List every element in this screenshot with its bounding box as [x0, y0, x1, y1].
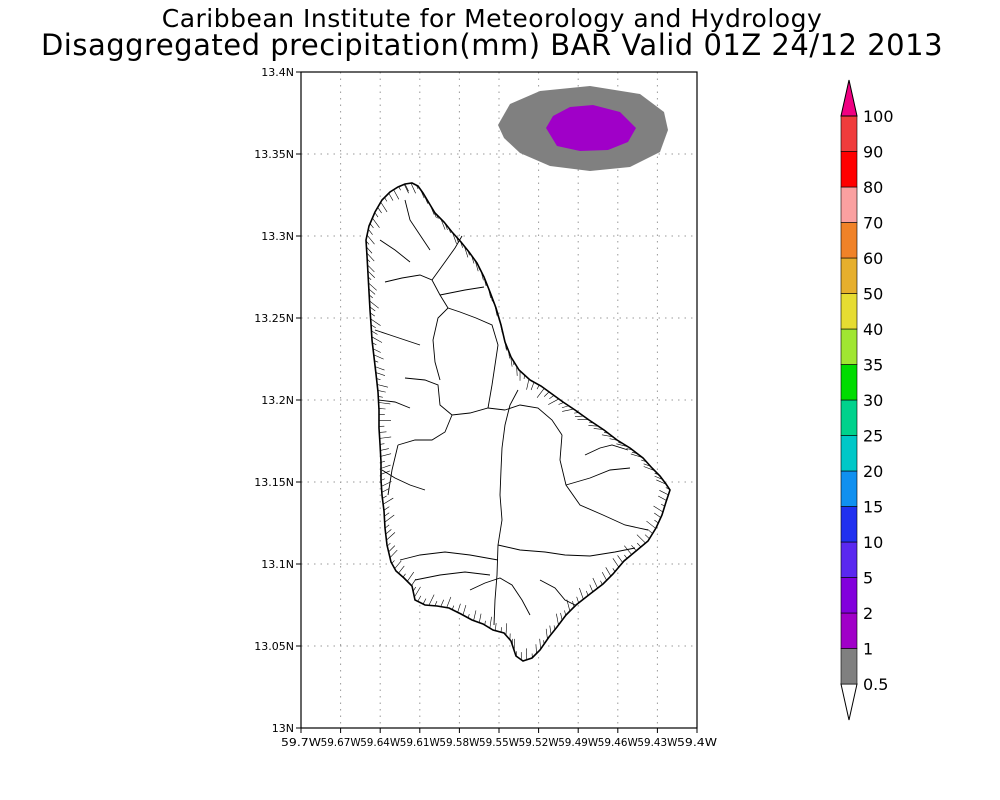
colorbar-segment: [840, 612, 858, 649]
colorbar-level-label: 30: [863, 391, 883, 410]
island-coastline: [365, 182, 671, 662]
colorbar-level-label: 0.5: [863, 675, 888, 694]
colorbar-segment: [840, 541, 858, 578]
colorbar-segment: [840, 470, 858, 507]
colorbar-level-label: 70: [863, 214, 883, 233]
lon-tick-label: 59.61W: [400, 736, 440, 749]
colorbar-segment: [840, 328, 858, 365]
colorbar-segment: [840, 364, 858, 401]
colorbar-level-label: 25: [863, 427, 883, 446]
lat-tick-label: 13.1N: [261, 558, 294, 571]
colorbar-segment: [840, 577, 858, 614]
lon-tick-label: 59.46W: [598, 736, 638, 749]
colorbar-segment: [840, 648, 858, 685]
coastal-detail: [365, 183, 670, 660]
lat-tick-label: 13.35N: [254, 148, 294, 161]
colorbar-level-label: 20: [863, 462, 883, 481]
chart-title: Caribbean Institute for Meteorology and …: [161, 4, 823, 33]
lat-tick-label: 13.15N: [254, 476, 294, 489]
lon-tick-label: 59.67W: [321, 736, 361, 749]
parish-boundaries: [374, 199, 649, 626]
precip-contour-1-2mm: [546, 105, 636, 151]
lon-tick-label: 59.64W: [360, 736, 400, 749]
colorbar-segment: [840, 151, 858, 188]
colorbar-level-label: 1: [863, 640, 873, 659]
colorbar-segment: [840, 186, 858, 223]
colorbar-segment: [840, 435, 858, 472]
lon-tick-label: 59.52W: [519, 736, 559, 749]
colorbar-segment: [840, 399, 858, 436]
colorbar-level-label: 10: [863, 533, 883, 552]
colorbar-segment: [840, 257, 858, 294]
colorbar-level-label: 90: [863, 143, 883, 162]
lat-tick-label: 13.4N: [261, 66, 294, 79]
chart-subtitle: Disaggregated precipitation(mm) BAR Vali…: [40, 28, 944, 62]
lon-tick-label: 59.43W: [637, 736, 677, 749]
lat-tick-label: 13.05N: [254, 640, 294, 653]
colorbar-level-label: 100: [863, 107, 894, 126]
colorbar-level-label: 15: [863, 498, 883, 517]
colorbar-level-label: 5: [863, 569, 873, 588]
lon-tick-label: 59.7W: [281, 736, 321, 749]
colorbar-under-arrow: [840, 683, 858, 721]
lon-tick-label: 59.55W: [479, 736, 519, 749]
lat-tick-label: 13.2N: [261, 394, 294, 407]
barbados-island: [365, 182, 671, 662]
lon-tick-label: 59.58W: [439, 736, 479, 749]
lat-tick-label: 13.25N: [254, 312, 294, 325]
colorbar-segment: [840, 222, 858, 259]
colorbar-segment: [840, 115, 858, 152]
colorbar-level-label: 80: [863, 178, 883, 197]
lon-tick-label: 59.49W: [558, 736, 598, 749]
colorbar-level-label: 40: [863, 320, 883, 339]
lat-tick-label: 13.3N: [261, 230, 294, 243]
colorbar-level-label: 60: [863, 249, 883, 268]
colorbar-level-label: 2: [863, 604, 873, 623]
lon-tick-label: 59.4W: [677, 736, 717, 749]
colorbar-level-label: 35: [863, 356, 883, 375]
colorbar-segment: [840, 506, 858, 543]
colorbar-level-label: 50: [863, 285, 883, 304]
map-axes: 13.4N 13.35N 13.3N 13.25N 13.2N 13.15N 13.1N 13…: [254, 66, 717, 749]
colorbar-segment: [840, 293, 858, 330]
lat-tick-label: 13N: [272, 722, 294, 735]
colorbar-over-arrow: [840, 79, 858, 117]
